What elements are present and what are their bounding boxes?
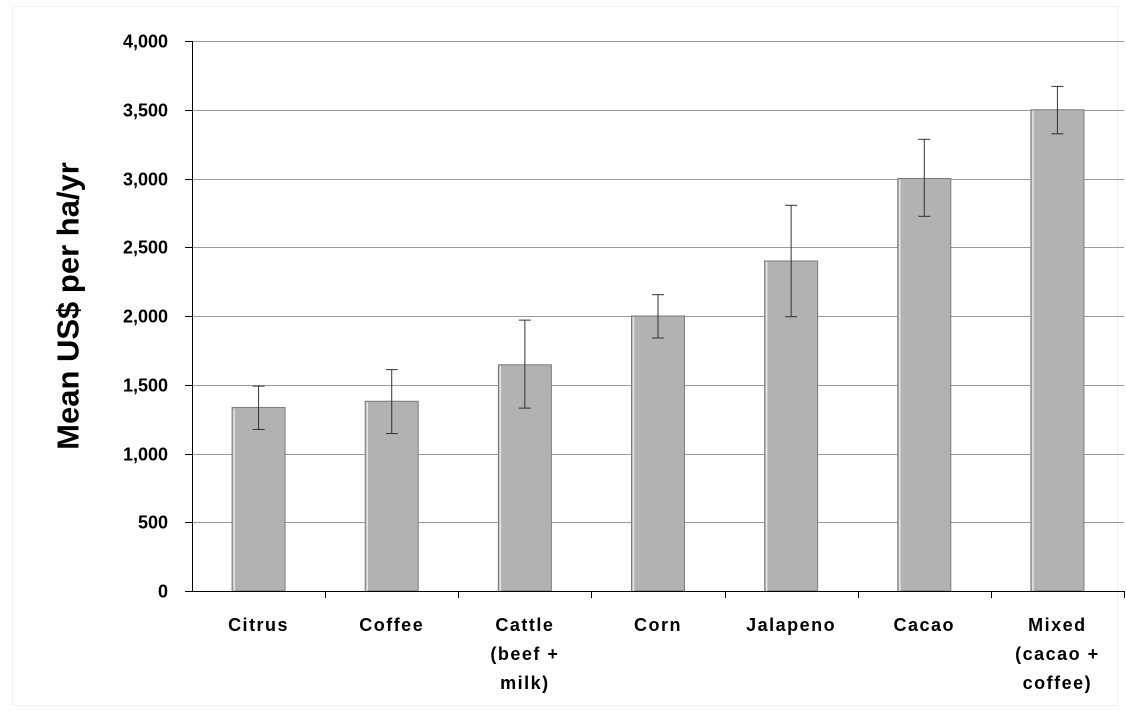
bar — [231, 406, 286, 592]
y-tick-label: 2,000 — [123, 307, 168, 327]
y-tick-label: 4,000 — [123, 32, 168, 52]
gridlines — [192, 41, 1124, 523]
x-category-label: Cattle — [495, 615, 554, 635]
x-category-label: Corn — [634, 615, 682, 635]
axes — [185, 41, 1125, 598]
x-category-label: Mixed — [1028, 615, 1087, 635]
y-axis-title: Mean US$ per ha/yr — [51, 162, 86, 450]
x-category-label: (cacao + — [1015, 644, 1100, 664]
x-category-label: Jalapeno — [746, 615, 836, 635]
error-bars — [252, 85, 1064, 435]
labels: 0 500 1,000 1,500 2,000 2,500 3,000 3,500 4,000 C… — [123, 32, 1100, 694]
y-tick-label: 500 — [138, 513, 168, 533]
x-category-label: Coffee — [359, 615, 424, 635]
x-category-label: coffee) — [1023, 673, 1093, 693]
x-category-label: Citrus — [228, 615, 289, 635]
x-category-label: milk) — [500, 673, 550, 693]
bars — [231, 109, 1085, 592]
y-tick-label: 1,500 — [123, 376, 168, 396]
bar — [1030, 109, 1085, 592]
chart-frame — [12, 6, 1118, 706]
x-category-label: Cacao — [894, 615, 956, 635]
bar — [631, 315, 685, 592]
y-tick-label: 2,500 — [123, 238, 168, 258]
x-category-label: (beef + — [490, 644, 559, 664]
y-tick-label: 0 — [158, 582, 168, 602]
y-tick-label: 3,500 — [123, 101, 168, 121]
y-tick-label: 3,000 — [123, 170, 168, 190]
bar — [897, 178, 952, 592]
y-tick-label: 1,000 — [123, 445, 168, 465]
